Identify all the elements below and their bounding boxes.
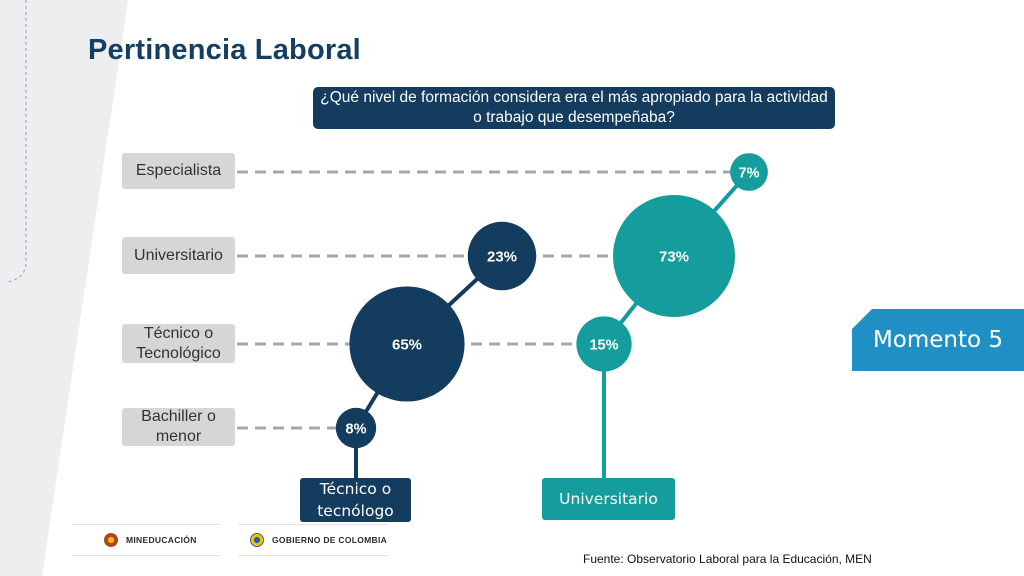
data-label: 73% [659, 249, 689, 266]
data-label: 23% [487, 249, 517, 266]
logo-text: MINEDUCACIÓN [126, 535, 197, 545]
question-banner: ¿Qué nivel de formación considera era el… [313, 87, 835, 129]
series-label-universitario: Universitario [542, 478, 675, 520]
data-label: 15% [589, 338, 618, 354]
category-tecnico: Técnico o Tecnológico [122, 324, 235, 363]
gobierno-logo: GOBIERNO DE COLOMBIA [238, 524, 388, 556]
source-note: Fuente: Observatorio Laboral para la Edu… [583, 552, 872, 566]
data-label: 65% [392, 337, 422, 354]
data-bubble [576, 316, 632, 372]
gray-side-band [0, 0, 128, 576]
category-label: Técnico o Tecnológico [136, 324, 221, 362]
category-especialista: Especialista [122, 153, 235, 189]
data-label: 7% [739, 166, 760, 182]
category-universitario: Universitario [122, 237, 235, 274]
data-bubble [335, 407, 377, 449]
data-bubble [349, 286, 465, 402]
coat-of-arms-icon [104, 533, 118, 547]
page-title: Pertinencia Laboral [88, 34, 361, 66]
logo-text: GOBIERNO DE COLOMBIA [272, 535, 388, 545]
data-label: 8% [346, 422, 367, 438]
category-label: Especialista [135, 162, 222, 179]
data-bubble [730, 153, 768, 191]
category-label: Universitario [134, 246, 223, 264]
category-label: Bachiller o menor [141, 408, 216, 445]
series-label-tecnico: Técnico o tecnólogo [300, 478, 411, 522]
coat-of-arms-icon [250, 533, 264, 547]
data-bubble [467, 221, 537, 291]
momento-badge: Momento 5 [852, 309, 1024, 371]
category-bachiller: Bachiller o menor [122, 408, 235, 446]
mineducacion-logo: MINEDUCACIÓN [72, 524, 220, 556]
data-bubble [613, 195, 735, 317]
